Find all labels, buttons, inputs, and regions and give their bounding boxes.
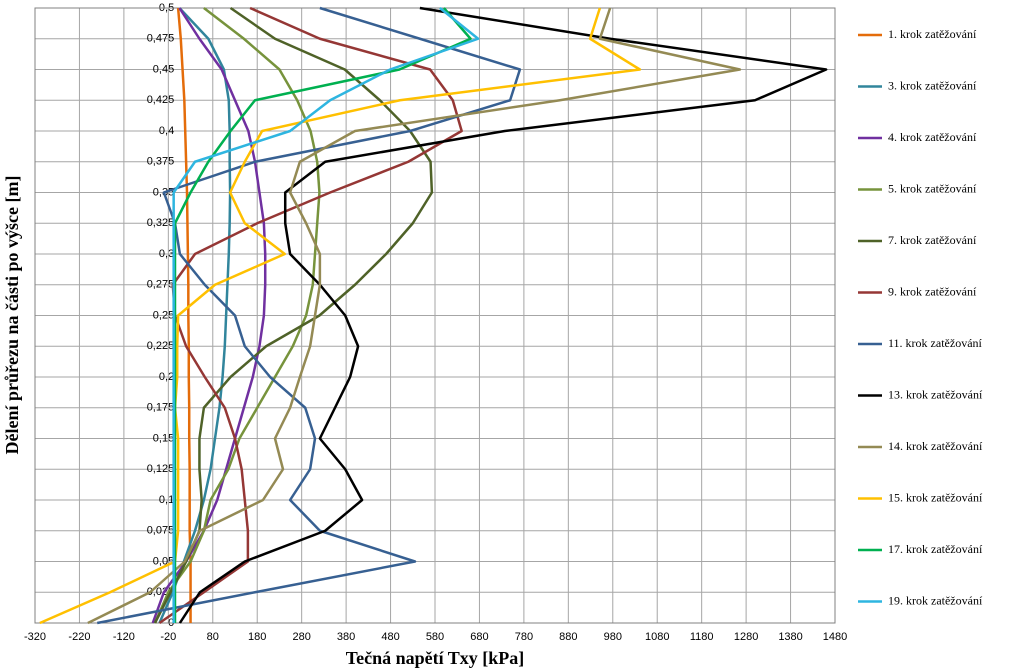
y-tick-label: 0,4 (159, 125, 174, 137)
x-tick-label: 1380 (778, 631, 802, 643)
legend-label: 1. krok zatěžování (888, 27, 977, 41)
x-tick-label: -20 (160, 631, 176, 643)
x-tick-label: 580 (426, 631, 444, 643)
y-tick-label: 0,15 (153, 432, 174, 444)
series-line (158, 7, 232, 624)
y-tick-label: 0,425 (147, 94, 175, 106)
series-line (39, 7, 642, 625)
x-tick-label: -220 (68, 631, 90, 643)
series-line (153, 6, 434, 624)
y-tick-label: 0,25 (153, 309, 174, 321)
legend-label: 3. krok zatěžování (888, 78, 977, 92)
y-tick-label: 0,475 (147, 33, 175, 45)
series-line (151, 7, 267, 624)
x-tick-label: 780 (515, 631, 533, 643)
series-line (172, 7, 480, 623)
y-tick-label: 0,125 (147, 463, 175, 475)
x-tick-label: 280 (292, 631, 310, 643)
x-tick-label: -320 (24, 631, 46, 643)
x-tick-label: 1480 (823, 631, 847, 643)
y-tick-label: 0,175 (147, 402, 175, 414)
x-tick-label: -120 (113, 631, 135, 643)
series-line (153, 7, 321, 624)
x-tick-label: 80 (207, 631, 219, 643)
x-tick-label: 680 (470, 631, 488, 643)
y-tick-label: 0,3 (159, 248, 174, 260)
legend-label: 9. krok zatěžování (888, 284, 977, 298)
legend-label: 19. krok zatěžování (888, 593, 983, 607)
y-tick-label: 0,275 (147, 279, 175, 291)
y-tick-label: 0,375 (147, 156, 175, 168)
series-line (173, 7, 472, 623)
legend-label: 13. krok zatěžování (888, 387, 983, 401)
y-tick-label: 0,075 (147, 525, 175, 537)
x-tick-label: 1280 (734, 631, 758, 643)
x-tick-label: 480 (381, 631, 399, 643)
legend-label: 11. krok zatěžování (888, 336, 983, 350)
series-line (176, 7, 192, 623)
x-tick-label: 180 (248, 631, 266, 643)
x-tick-label: 880 (559, 631, 577, 643)
series-line (96, 6, 522, 625)
y-axis-label: Dělení průřezu na části po výšce [m] (2, 176, 22, 455)
x-tick-label: 980 (604, 631, 622, 643)
y-tick-label: 0,225 (147, 340, 175, 352)
series-line (87, 7, 742, 625)
legend-label: 15. krok zatěžování (888, 490, 983, 504)
x-tick-label: 380 (337, 631, 355, 643)
y-tick-label: 0,45 (153, 63, 174, 75)
plot-frame (34, 7, 836, 624)
y-tick-label: 0,1 (159, 494, 174, 506)
x-axis-label: Tečná napětí Txy [kPa] (346, 648, 525, 668)
y-tick-label: 0,2 (159, 371, 174, 383)
legend-label: 5. krok zatěžování (888, 181, 977, 195)
x-tick-label: 1080 (645, 631, 669, 643)
x-tick-label: 1180 (690, 631, 714, 643)
legend-label: 17. krok zatěžování (888, 542, 983, 556)
legend-label: 7. krok zatěžování (888, 233, 977, 247)
legend-label: 4. krok zatěžování (888, 130, 977, 144)
y-tick-label: 0,325 (147, 217, 175, 229)
series-line (178, 6, 828, 624)
legend-label: 14. krok zatěžování (888, 439, 983, 453)
